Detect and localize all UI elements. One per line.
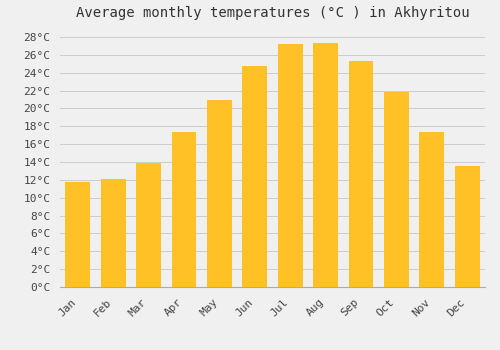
- Bar: [207, 100, 232, 287]
- Bar: [420, 132, 444, 287]
- Bar: [242, 65, 267, 287]
- Bar: [136, 163, 161, 287]
- Bar: [66, 182, 90, 287]
- Bar: [100, 179, 126, 287]
- Bar: [384, 92, 409, 287]
- Bar: [278, 44, 302, 287]
- Bar: [455, 167, 479, 287]
- Title: Average monthly temperatures (°C ) in Akhyritou: Average monthly temperatures (°C ) in Ak…: [76, 6, 469, 20]
- Bar: [313, 43, 338, 287]
- Bar: [172, 133, 196, 287]
- Bar: [348, 61, 374, 287]
